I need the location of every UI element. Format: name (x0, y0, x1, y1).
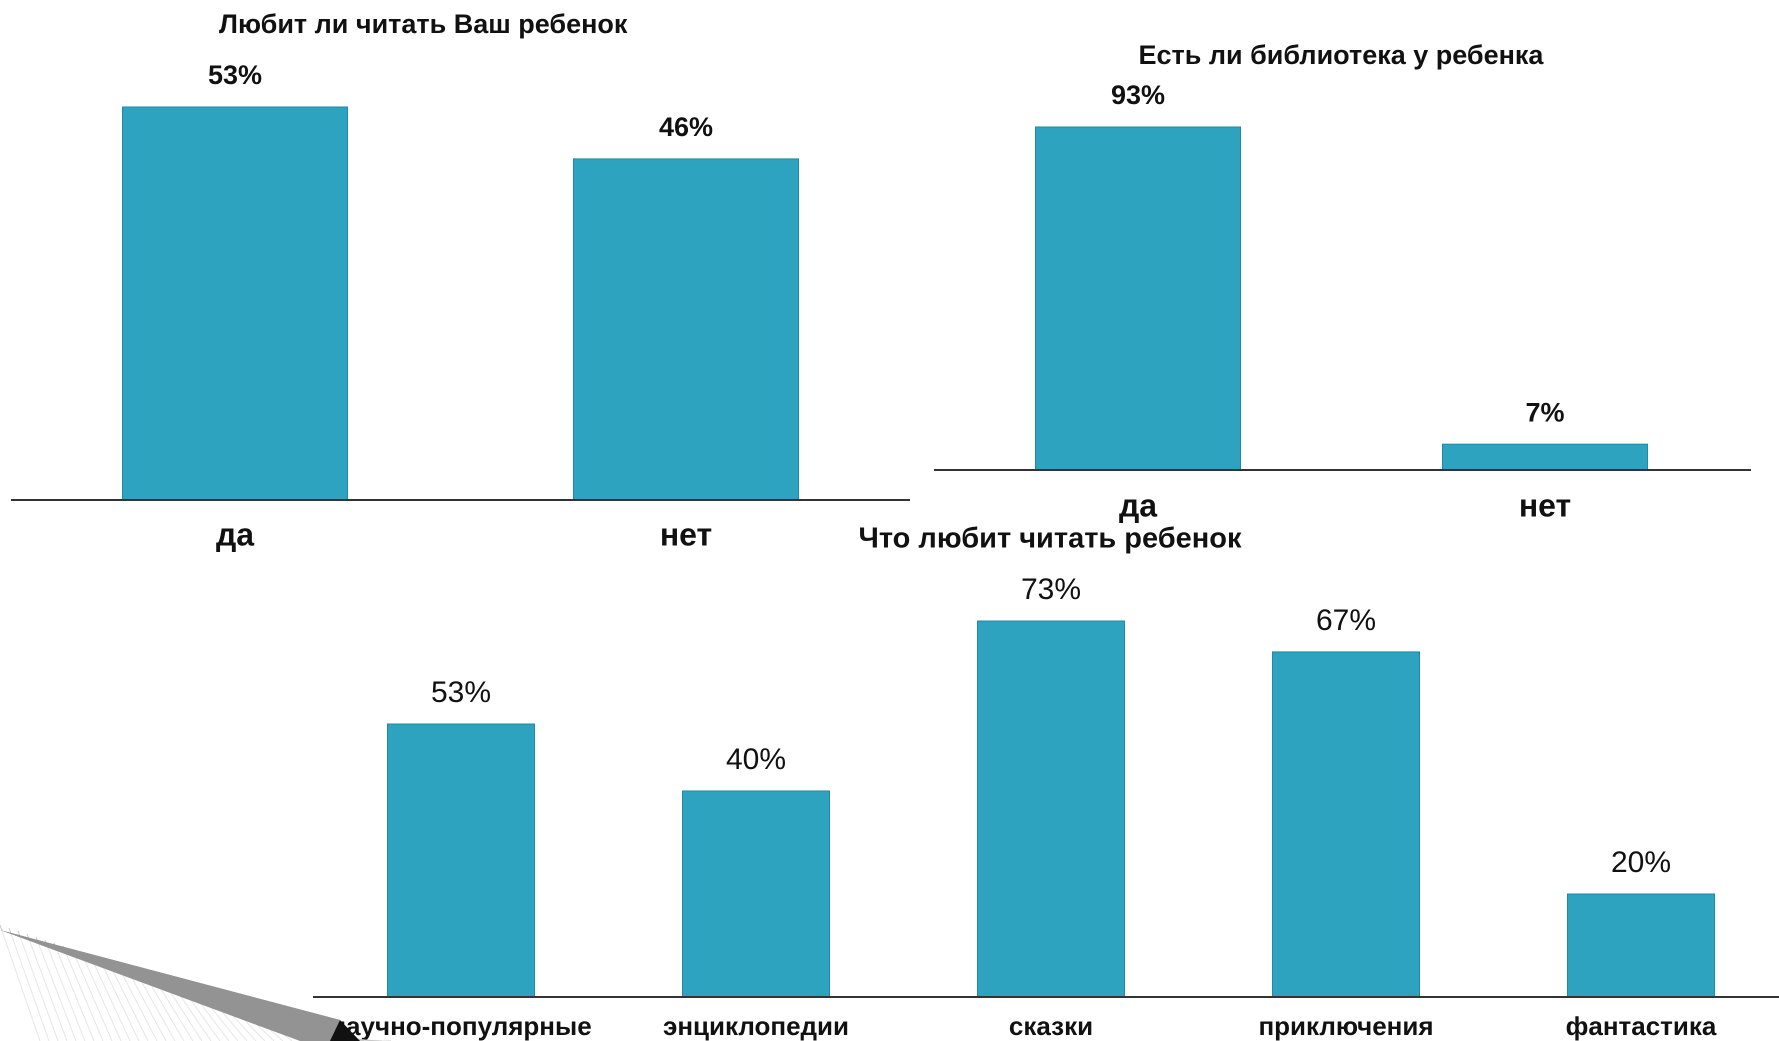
bar (122, 106, 348, 501)
category-label: приключения (1258, 1011, 1433, 1041)
value-label: 53% (431, 676, 491, 709)
chart-title: Есть ли библиотека у ребенка (1139, 40, 1545, 70)
bar (1442, 443, 1648, 471)
chart-title: Любит ли читать Ваш ребенок (219, 9, 628, 39)
value-label: 73% (1021, 573, 1081, 606)
bar (1035, 126, 1241, 471)
category-label: научно-популярные (330, 1011, 591, 1041)
value-label: 7% (1525, 397, 1564, 427)
value-label: 67% (1316, 604, 1376, 637)
category-label: нет (1519, 487, 1571, 523)
wedge-shade (0, 930, 340, 1041)
category-label: да (1119, 487, 1157, 523)
bar (682, 790, 830, 998)
category-label: да (216, 516, 254, 552)
value-label: 40% (726, 743, 786, 776)
value-label: 46% (659, 112, 713, 142)
chart-title: Что любит читать ребенок (858, 523, 1242, 555)
value-label: 20% (1611, 846, 1671, 879)
corner-decoration (0, 924, 391, 1041)
category-label: сказки (1009, 1011, 1093, 1041)
bar (1567, 893, 1715, 998)
bar (387, 723, 535, 998)
bar (573, 158, 799, 501)
value-label: 93% (1111, 80, 1165, 110)
category-label: фантастика (1566, 1011, 1717, 1041)
bar (1272, 651, 1420, 998)
category-label: нет (660, 516, 712, 552)
category-label: энциклопедии (663, 1011, 849, 1041)
value-label: 53% (208, 60, 262, 90)
bar (977, 620, 1125, 998)
